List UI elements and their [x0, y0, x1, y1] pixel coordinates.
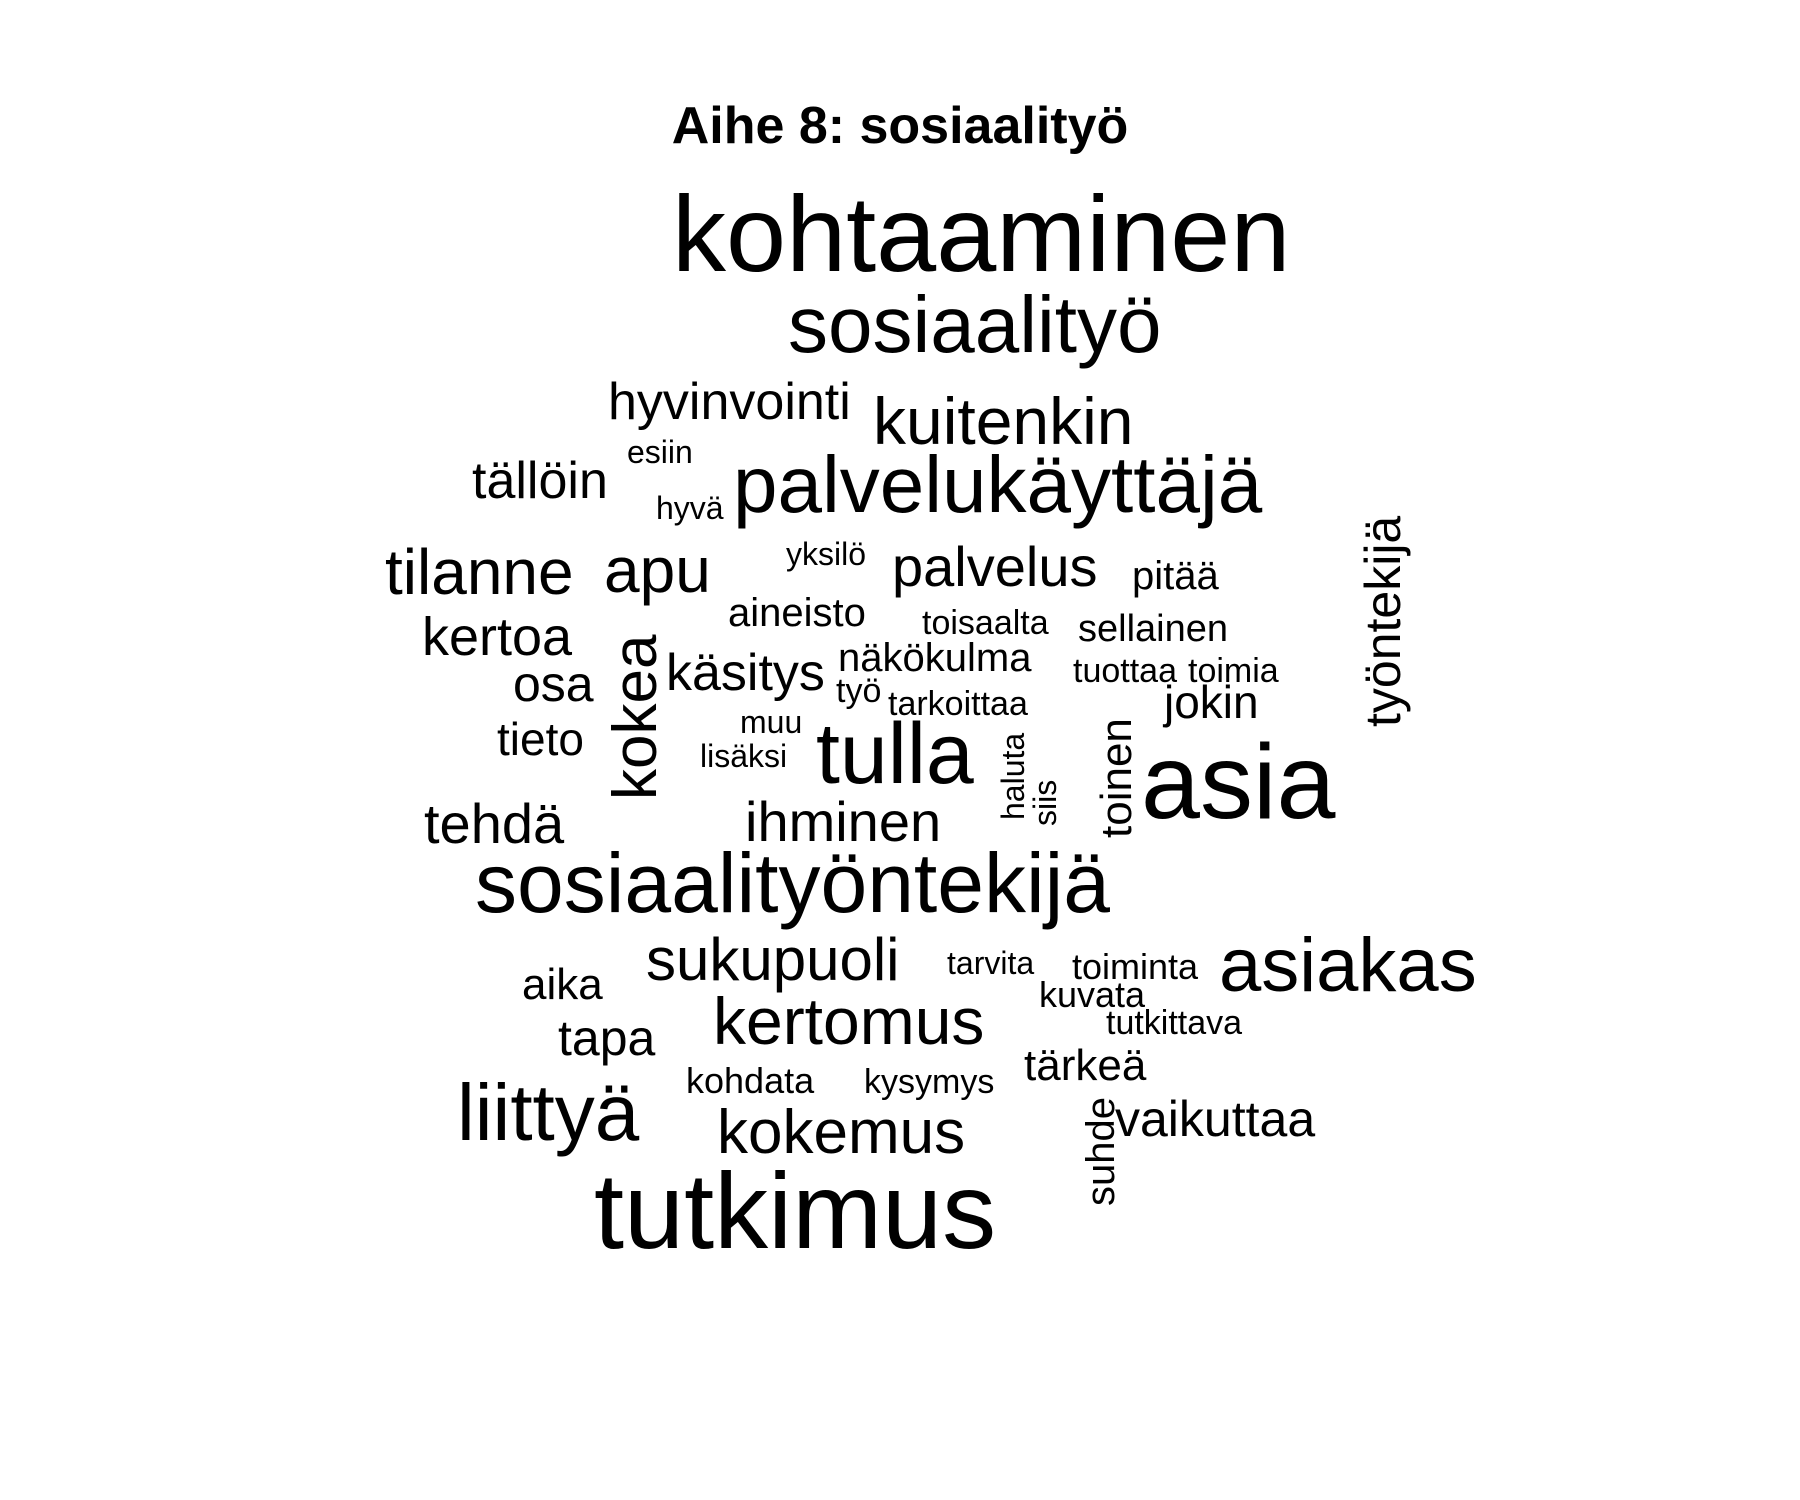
word-22: käsitys [666, 644, 825, 702]
word-20: hyvinvointi [608, 373, 851, 431]
word-17: tehdä [424, 792, 565, 855]
word-29: tärkeä [1024, 1041, 1147, 1090]
word-14: sukupuoli [646, 926, 900, 993]
word-27: vaikuttaa [1115, 1091, 1315, 1147]
word-2: asia [1141, 723, 1336, 841]
word-48: tutkittava [1106, 1004, 1242, 1042]
word-54: yksilö [786, 536, 866, 572]
word-49: muu [740, 704, 802, 740]
word-23: tällöin [472, 452, 608, 510]
word-41: tuottaa [1073, 652, 1177, 690]
word-43: tarkoittaa [888, 685, 1028, 723]
word-51: työ [836, 672, 881, 710]
word-37: toiminta [1072, 946, 1199, 987]
word-28: tieto [497, 713, 584, 765]
word-1: tutkimus [594, 1150, 996, 1271]
word-19: kokemus [717, 1098, 965, 1167]
word-45: kysymys [864, 1063, 994, 1101]
word-26: tapa [558, 1010, 656, 1066]
word-34: näkökulma [838, 636, 1032, 680]
word-46: haluta [995, 733, 1031, 820]
word-10: kuitenkin [873, 384, 1134, 458]
word-44: tarvita [947, 945, 1034, 981]
word-31: jokin [1162, 676, 1259, 728]
word-47: siis [1027, 780, 1063, 826]
word-6: tulla [816, 706, 974, 802]
word-39: kuvata [1039, 974, 1146, 1015]
word-0: kohtaaminen [672, 173, 1290, 294]
word-25: osa [513, 656, 594, 712]
word-33: aineisto [728, 591, 866, 635]
word-42: toimia [1188, 652, 1279, 690]
word-30: aika [522, 960, 603, 1009]
word-8: liittyä [457, 1068, 640, 1157]
word-21: kertoa [422, 607, 573, 667]
word-15: työntekijä [1355, 516, 1411, 727]
word-52: esiin [627, 434, 693, 470]
word-4: sosiaalityö [788, 280, 1162, 369]
word-24: toinen [1092, 718, 1141, 838]
word-11: tilanne [385, 536, 574, 608]
word-32: suhde [1079, 1097, 1123, 1206]
word-18: ihminen [745, 790, 941, 853]
word-38: kohdata [686, 1060, 815, 1101]
chart-title: Aihe 8: sosiaalityö [671, 97, 1129, 155]
word-5: palvelukäyttäjä [733, 440, 1263, 529]
word-13: kertomus [713, 984, 984, 1058]
word-53: hyvä [656, 490, 724, 526]
word-3: sosiaalityöntekijä [475, 836, 1110, 930]
word-35: sellainen [1078, 608, 1228, 650]
word-12: apu [604, 534, 711, 606]
word-16: palvelus [892, 535, 1097, 598]
word-9: kokea [601, 634, 670, 800]
word-40: toisaalta [922, 604, 1049, 642]
word-7: asiakas [1219, 923, 1477, 1008]
word-36: pitää [1132, 554, 1219, 598]
word-50: lisäksi [700, 738, 787, 774]
